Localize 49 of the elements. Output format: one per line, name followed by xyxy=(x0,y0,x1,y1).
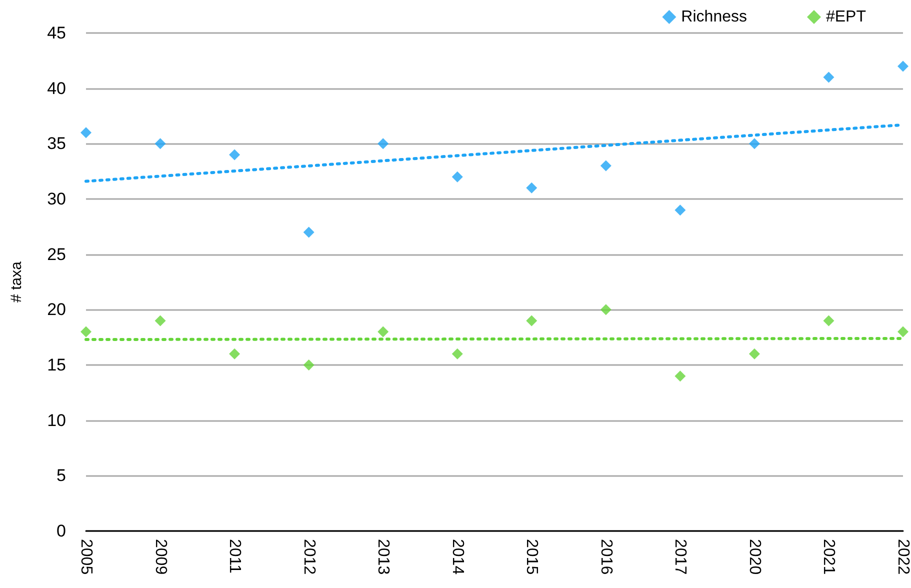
x-tick-label: 2022 xyxy=(894,539,911,575)
point xyxy=(526,315,538,326)
x-tick-label: 2016 xyxy=(597,539,614,575)
point xyxy=(452,348,463,360)
y-tick-label: 25 xyxy=(47,244,66,264)
x-tick-label: 2020 xyxy=(746,539,763,575)
point xyxy=(600,160,612,172)
point xyxy=(452,171,463,182)
point xyxy=(823,315,834,326)
point xyxy=(80,127,92,138)
y-tick-label: 45 xyxy=(47,24,66,42)
x-tick-label: 2013 xyxy=(374,539,392,575)
x-tick-label: 2021 xyxy=(820,539,838,575)
point xyxy=(154,138,166,150)
point xyxy=(748,138,760,150)
point xyxy=(303,360,314,370)
legend-label: #EPT xyxy=(826,8,866,26)
point xyxy=(229,348,240,360)
point xyxy=(229,149,240,160)
point xyxy=(600,304,612,316)
point xyxy=(674,370,686,382)
y-tick-label: 15 xyxy=(47,356,66,374)
point xyxy=(748,348,760,360)
x-tick-label: 2014 xyxy=(448,539,466,575)
x-tick-label: 2012 xyxy=(300,539,318,575)
point xyxy=(378,326,389,338)
y-tick-label: 5 xyxy=(56,466,66,486)
point xyxy=(674,204,686,216)
legend-label: Richness xyxy=(681,8,747,26)
x-tick-label: 2011 xyxy=(226,539,244,574)
point xyxy=(303,226,314,238)
point xyxy=(898,326,908,338)
x-tick-label: 2017 xyxy=(672,539,689,575)
point xyxy=(526,182,538,194)
y-tick-label: 30 xyxy=(47,190,66,208)
point xyxy=(823,72,834,83)
point xyxy=(378,138,389,150)
x-tick-label: 2005 xyxy=(78,539,94,575)
y-axis-title: # taxa xyxy=(8,260,25,302)
y-tick-label: 40 xyxy=(47,78,66,98)
y-tick-label: 20 xyxy=(47,300,66,320)
point xyxy=(80,326,92,338)
x-tick-label: 2009 xyxy=(152,539,169,575)
x-tick-label: 2015 xyxy=(523,539,540,575)
y-tick-label: 10 xyxy=(47,410,66,430)
point xyxy=(898,60,908,72)
point xyxy=(154,315,166,326)
y-tick-label: 35 xyxy=(47,134,66,154)
y-tick-label: 0 xyxy=(56,522,66,540)
